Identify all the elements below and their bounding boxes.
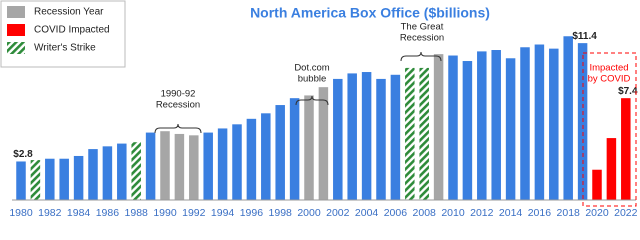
- bar: [117, 143, 127, 200]
- bar: [549, 48, 559, 200]
- x-tick-label: 1984: [67, 207, 91, 219]
- legend-label: Recession Year: [34, 7, 104, 18]
- x-tick-label: 2014: [499, 207, 523, 219]
- x-tick-label: 1986: [96, 207, 120, 219]
- annotation: Recession: [156, 100, 200, 111]
- bar: [275, 105, 285, 200]
- x-tick-label: 2006: [384, 207, 408, 219]
- bar: [505, 58, 516, 200]
- bar: [16, 161, 26, 200]
- annotation: by COVID: [588, 74, 631, 85]
- x-tick-label: 1990: [153, 207, 177, 219]
- x-tick-label: 2010: [441, 207, 465, 219]
- bar: [462, 61, 473, 200]
- x-tick-label: 2020: [585, 207, 609, 219]
- bracket: [154, 123, 202, 134]
- bar: [333, 78, 343, 200]
- bar: [246, 118, 257, 200]
- x-tick-label: 2022: [614, 207, 638, 219]
- bar: [563, 36, 573, 201]
- bar: [347, 73, 357, 200]
- x-tick-label: 1982: [38, 207, 62, 219]
- bar: [491, 50, 501, 201]
- bar: [189, 135, 199, 200]
- annotation: Recession: [400, 33, 444, 44]
- annotation: Dot.com: [294, 63, 329, 74]
- annotation: Impacted: [589, 63, 628, 74]
- annotation: bubble: [298, 74, 327, 85]
- chart: North America Box Office ($billions) Rec…: [0, 0, 638, 219]
- bar: [592, 169, 602, 200]
- legend-swatch: [7, 6, 25, 18]
- page: {"chart_data": {"type": "bar", "title": …: [0, 0, 638, 219]
- x-tick-label: 2008: [413, 207, 437, 219]
- bar: [405, 67, 415, 201]
- x-tick-label: 1992: [182, 207, 206, 219]
- bar: [131, 142, 141, 200]
- annotation: The Great: [401, 22, 444, 33]
- bar: [520, 47, 530, 200]
- x-tick-label: 2000: [297, 207, 321, 219]
- x-tick-label: 1994: [211, 207, 235, 219]
- bar: [289, 98, 300, 200]
- annotation: 1990-92: [161, 89, 196, 100]
- value-label: $7.4: [618, 86, 638, 97]
- bar: [45, 158, 55, 200]
- value-label: $11.4: [572, 31, 597, 42]
- bar: [304, 95, 314, 200]
- bar: [203, 132, 213, 200]
- x-tick-label: 1998: [269, 207, 293, 219]
- bar: [534, 44, 545, 201]
- x-tick-label: 2004: [355, 207, 379, 219]
- legend-label: COVID Impacted: [34, 25, 110, 36]
- x-tick-label: 2018: [557, 207, 581, 219]
- bar: [261, 113, 271, 200]
- value-label: $2.8: [13, 149, 33, 160]
- bar: [621, 98, 631, 200]
- x-tick-label: 2012: [470, 207, 494, 219]
- bar: [217, 128, 228, 200]
- bar: [160, 131, 170, 200]
- x-tick-label: 1980: [9, 207, 33, 219]
- bar: [73, 155, 84, 200]
- bar: [477, 51, 487, 200]
- bar: [419, 67, 429, 201]
- bar: [390, 74, 401, 200]
- x-tick-label: 1988: [125, 207, 149, 219]
- x-tick-label: 2016: [528, 207, 552, 219]
- bar: [232, 124, 242, 200]
- bar: [59, 158, 69, 200]
- bar: [174, 133, 185, 200]
- bar: [88, 149, 98, 200]
- bar: [606, 138, 617, 200]
- bar: [433, 54, 444, 201]
- bar: [361, 72, 372, 200]
- legend-swatch: [7, 42, 25, 54]
- bar: [30, 160, 41, 200]
- bracket: [295, 95, 329, 106]
- legend-label: Writer's Strike: [34, 43, 96, 54]
- bar: [448, 55, 458, 200]
- x-tick-label: 1996: [240, 207, 264, 219]
- legend-swatch: [7, 24, 25, 36]
- bar: [145, 132, 156, 200]
- chart-title: North America Box Office ($billions): [250, 5, 490, 21]
- bar: [376, 78, 386, 200]
- x-tick-label: 2002: [326, 207, 350, 219]
- bar: [102, 146, 113, 200]
- bracket: [400, 51, 442, 62]
- covid-box: [582, 52, 637, 207]
- bar: [318, 87, 329, 200]
